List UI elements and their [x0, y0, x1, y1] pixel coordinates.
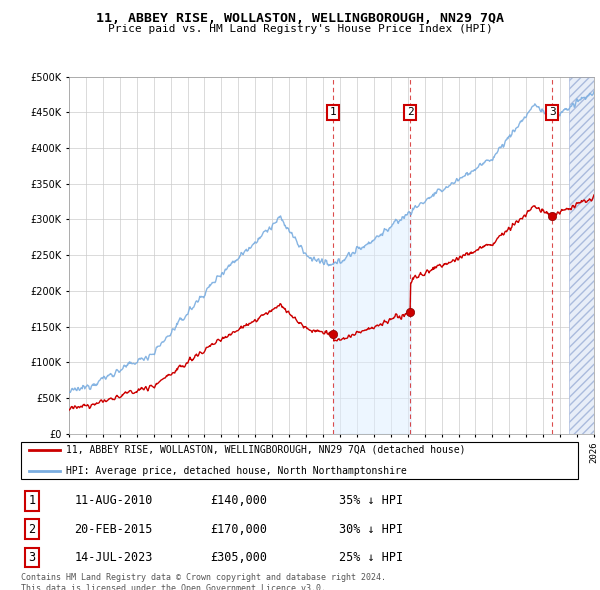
Text: £170,000: £170,000 [210, 523, 267, 536]
Text: Contains HM Land Registry data © Crown copyright and database right 2024.
This d: Contains HM Land Registry data © Crown c… [21, 573, 386, 590]
Text: 11, ABBEY RISE, WOLLASTON, WELLINGBOROUGH, NN29 7QA (detached house): 11, ABBEY RISE, WOLLASTON, WELLINGBOROUG… [66, 445, 466, 455]
Bar [569, 77, 600, 434]
Text: HPI: Average price, detached house, North Northamptonshire: HPI: Average price, detached house, Nort… [66, 466, 407, 476]
Text: £305,000: £305,000 [210, 551, 267, 564]
Text: 11-AUG-2010: 11-AUG-2010 [74, 494, 153, 507]
Text: £140,000: £140,000 [210, 494, 267, 507]
Text: 14-JUL-2023: 14-JUL-2023 [74, 551, 153, 564]
Text: 1: 1 [330, 107, 337, 117]
Text: 25% ↓ HPI: 25% ↓ HPI [340, 551, 404, 564]
Text: Price paid vs. HM Land Registry's House Price Index (HPI): Price paid vs. HM Land Registry's House … [107, 24, 493, 34]
Text: 11, ABBEY RISE, WOLLASTON, WELLINGBOROUGH, NN29 7QA: 11, ABBEY RISE, WOLLASTON, WELLINGBOROUG… [96, 12, 504, 25]
Text: 2: 2 [29, 523, 35, 536]
Text: 2: 2 [407, 107, 413, 117]
Text: 35% ↓ HPI: 35% ↓ HPI [340, 494, 404, 507]
Text: 3: 3 [29, 551, 35, 564]
Text: 1: 1 [29, 494, 35, 507]
Text: 3: 3 [549, 107, 556, 117]
Text: 20-FEB-2015: 20-FEB-2015 [74, 523, 153, 536]
FancyBboxPatch shape [21, 441, 578, 479]
Text: 30% ↓ HPI: 30% ↓ HPI [340, 523, 404, 536]
